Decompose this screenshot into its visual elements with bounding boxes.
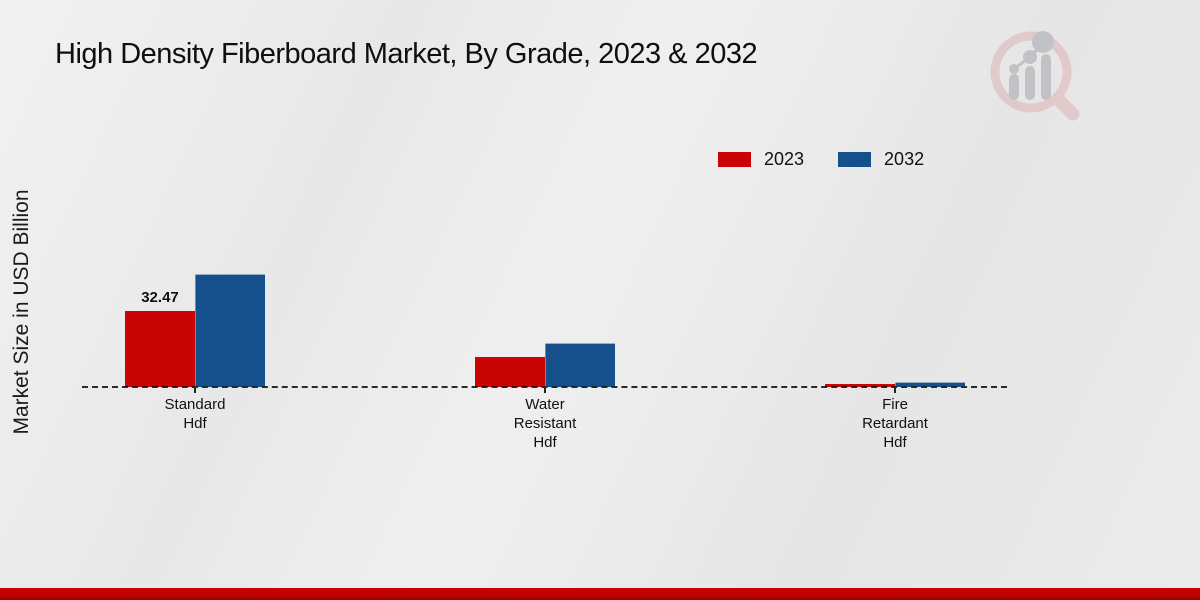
x-axis-baseline	[82, 386, 1007, 388]
bar-2032-category-1	[545, 343, 615, 387]
bar-2032-category-2	[895, 382, 965, 387]
y-axis-label: Market Size in USD Billion	[10, 189, 33, 435]
category-label-0: Standard Hdf	[164, 396, 226, 432]
x-axis-tick	[194, 388, 196, 393]
legend-label: 2023	[764, 149, 805, 169]
bar-2023-category-0	[125, 311, 195, 387]
page-title: High Density Fiberboard Market, By Grade…	[55, 38, 758, 70]
x-axis-tick	[544, 388, 546, 393]
bar-2023-category-1	[475, 357, 545, 387]
footer-accent-bar	[0, 588, 1200, 600]
magnifier-bar-chart-logo-icon	[990, 31, 1080, 121]
chart-legend: 2023 2032	[718, 149, 924, 170]
legend-swatch-icon	[838, 152, 872, 167]
category-label-2: Fire Retardant Hdf	[862, 396, 928, 451]
legend-item-2032: 2032	[838, 149, 924, 170]
category-label-1: Water Resistant Hdf	[513, 396, 577, 451]
legend-swatch-icon	[718, 152, 751, 167]
x-axis-tick	[894, 388, 896, 393]
bar-2023-category-2	[825, 384, 895, 387]
legend-label: 2032	[884, 149, 925, 169]
bar-2032-category-0	[195, 274, 265, 387]
bar-value-label: 32.47	[141, 289, 179, 307]
legend-item-2023: 2023	[718, 149, 804, 170]
